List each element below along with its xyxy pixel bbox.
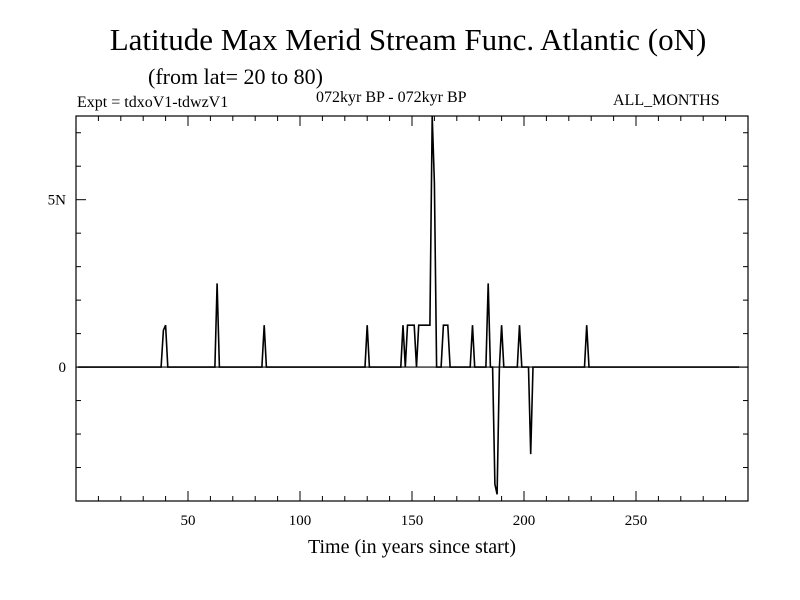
months-label: ALL_MONTHS xyxy=(613,92,720,109)
x-tick-label: 100 xyxy=(289,513,312,529)
x-axis-title: Time (in years since start) xyxy=(308,536,516,558)
plot-frame xyxy=(75,115,749,502)
y-tick-label: 5N xyxy=(48,193,67,209)
x-tick-label: 150 xyxy=(401,513,424,529)
y-tick-label: 0 xyxy=(59,360,67,376)
x-tick-label: 200 xyxy=(513,513,536,529)
period-label: 072kyr BP - 072kyr BP xyxy=(316,89,467,106)
chart-subtitle: (from lat= 20 to 80) xyxy=(148,64,323,89)
ticks-layer: 50 100 150 200 250 0 5N xyxy=(48,116,748,529)
x-tick-label: 250 xyxy=(625,513,648,529)
experiment-label: Expt = tdxoV1-tdwzV1 xyxy=(77,94,229,111)
chart-title: Latitude Max Merid Stream Func. Atlantic… xyxy=(109,22,707,57)
series-layer xyxy=(78,115,739,495)
x-tick-label: 50 xyxy=(181,513,196,529)
series-line xyxy=(78,115,739,495)
